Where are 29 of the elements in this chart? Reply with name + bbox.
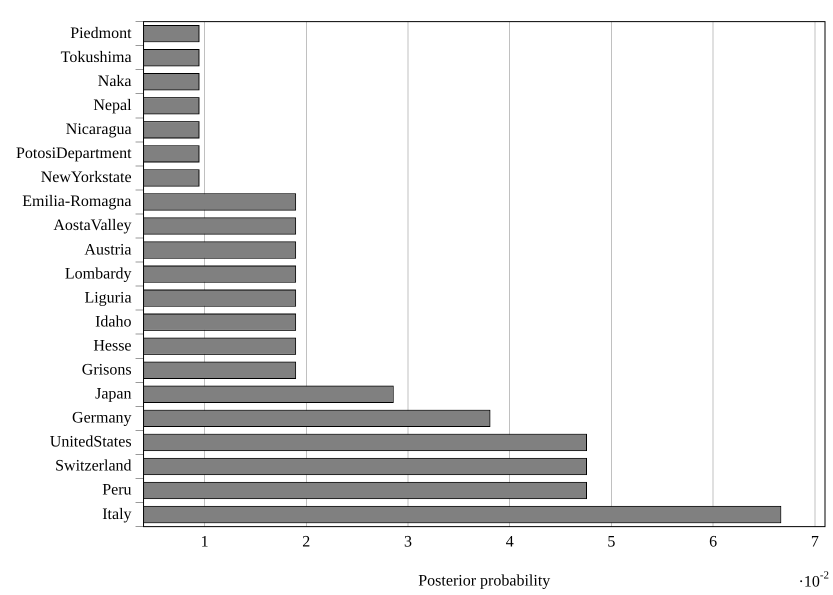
y-tick-label: Nicaragua [66, 121, 132, 138]
y-tick-label: UnitedStates [50, 434, 132, 451]
y-tick-label: Liguria [84, 289, 132, 306]
y-tick-label: Nepal [93, 96, 132, 114]
x-tick-label: 7 [810, 533, 819, 550]
y-tick-label: Grisons [82, 361, 132, 378]
x-tick-label: 3 [404, 533, 412, 550]
x-tick-label: 5 [607, 533, 616, 550]
y-tick-label: Switzerland [55, 458, 132, 475]
y-tick-label: Piedmont [70, 24, 132, 42]
y-tick-label: PotosiDepartment [16, 145, 132, 162]
x-tick-label: 1 [200, 533, 209, 550]
y-tick-label: Japan [95, 386, 132, 403]
y-tick-label: NewYorkstate [40, 169, 132, 186]
y-tick-label: Italy [102, 506, 132, 523]
y-tick-label: Naka [98, 72, 132, 90]
y-tick-label: Hesse [93, 337, 132, 354]
x-tick-label: 4 [506, 533, 514, 550]
y-tick-label: Austria [84, 241, 132, 258]
y-tick-label: Germany [72, 410, 132, 427]
x-tick-label: 6 [709, 533, 718, 550]
y-tick-label: Lombardy [64, 265, 132, 282]
y-tick-label: Idaho [95, 313, 132, 330]
x-axis-title: Posterior probability [418, 572, 550, 590]
x-tick-label: 2 [302, 533, 310, 550]
y-tick-label: Emilia-Romagna [22, 193, 132, 210]
y-tick-label: AostaValley [53, 217, 132, 234]
y-tick-label: Tokushima [60, 48, 132, 66]
y-tick-label: Peru [102, 482, 132, 499]
